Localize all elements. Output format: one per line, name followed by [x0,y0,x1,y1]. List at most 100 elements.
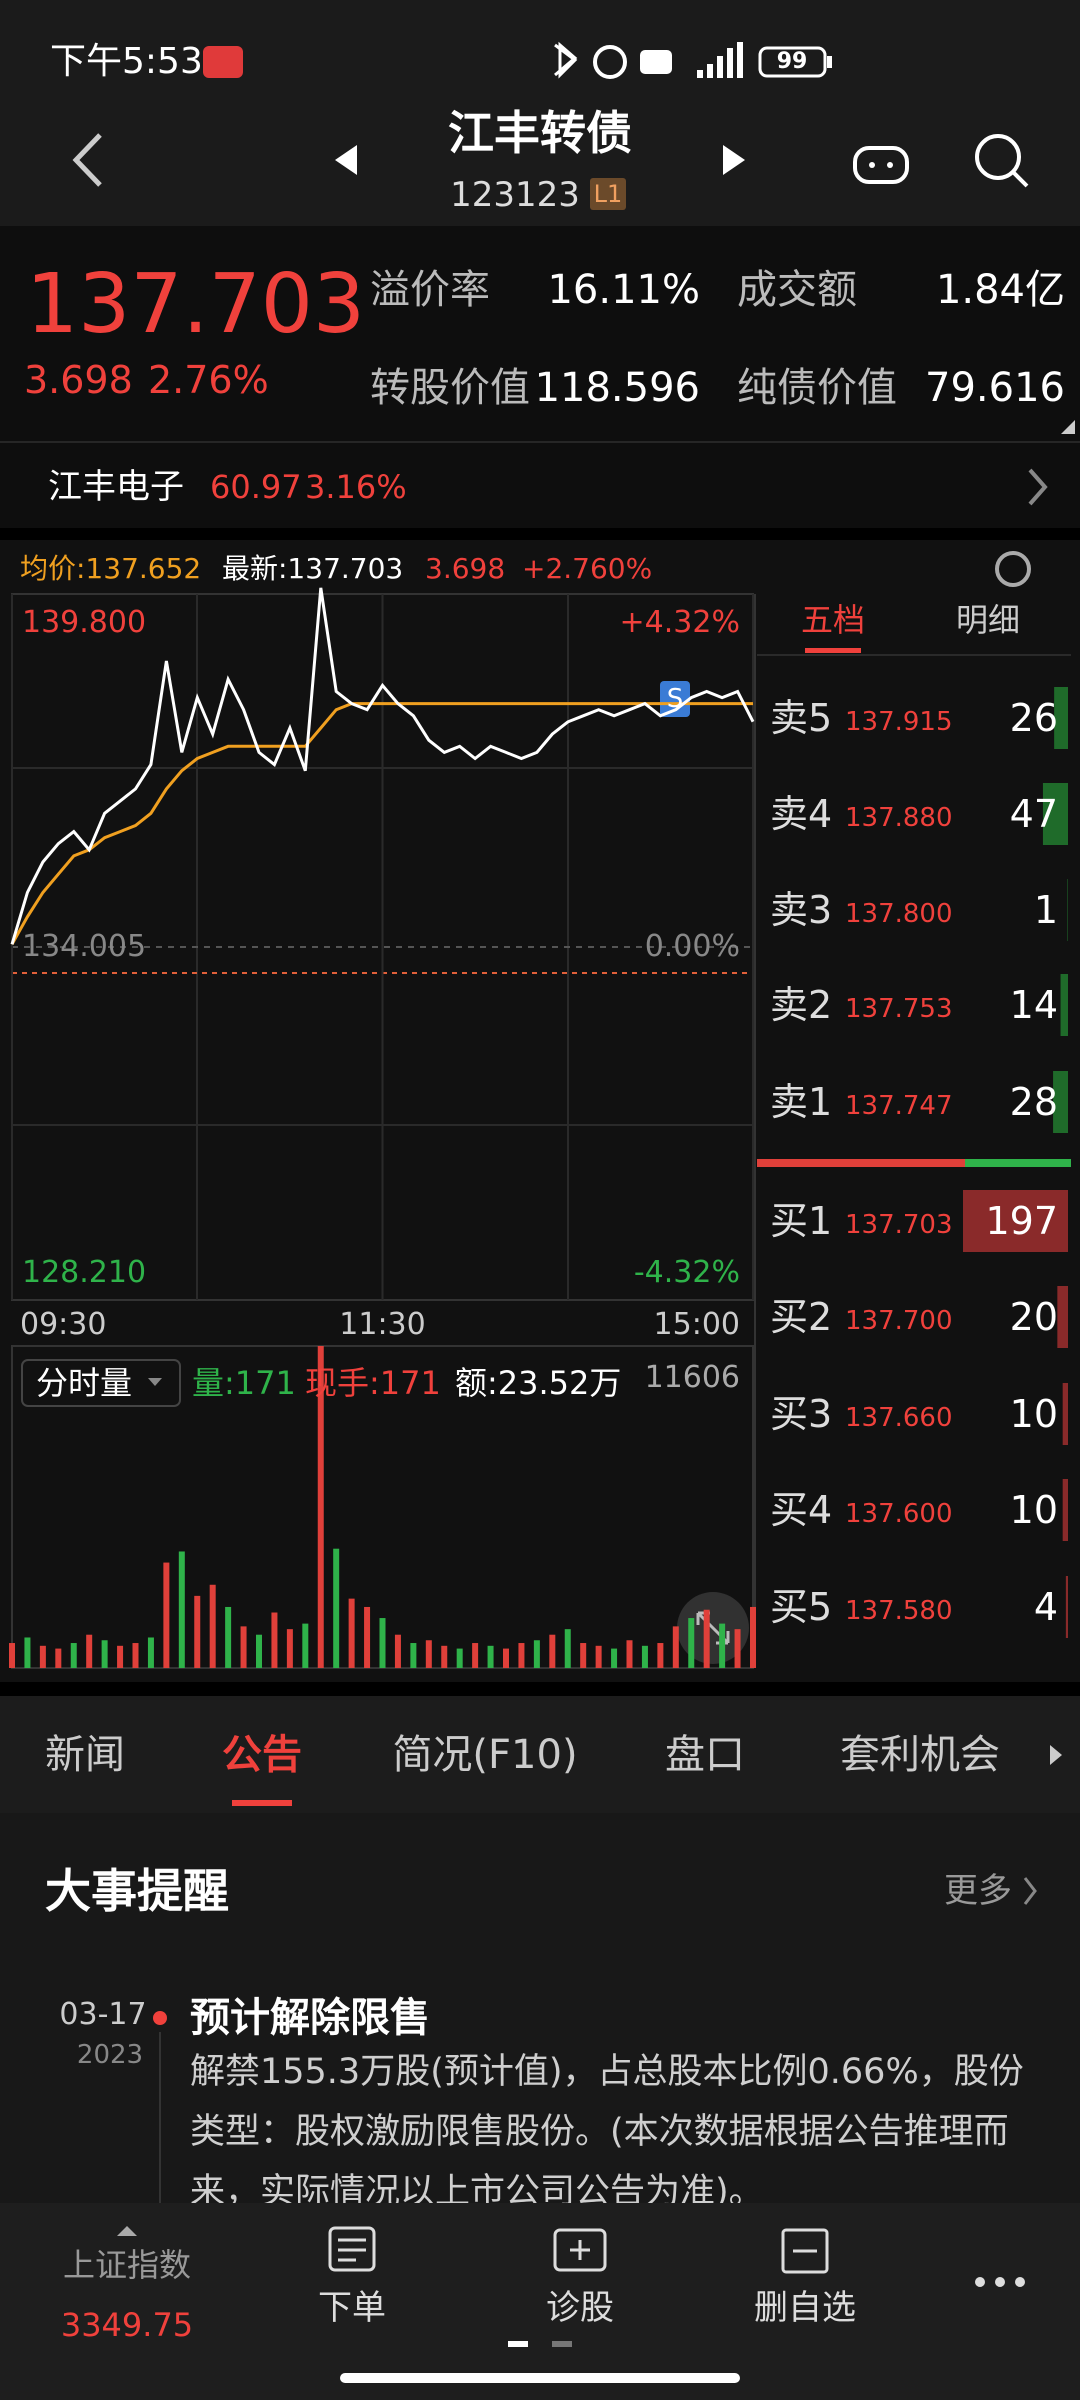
volume-bar [55,1648,62,1668]
book-tab[interactable]: 五档 [800,601,866,639]
book-label: 买4 [770,1488,833,1532]
depth-bar [963,1190,1068,1252]
search-button[interactable] [975,134,1021,180]
more-dot[interactable] [975,2277,985,2287]
volume-bar [379,1618,386,1668]
volume-bar [487,1645,494,1668]
index-value: 3349.75 [60,2306,194,2344]
book-tab[interactable]: 明细 [955,601,1021,639]
price-line [10,587,755,945]
volume-bar [580,1643,587,1668]
volume-bar [240,1626,247,1668]
battery-level: 99 [776,49,808,74]
gap [0,1682,1080,1696]
metric-value: 16.11% [547,267,700,313]
level-badge [590,178,626,210]
price: 137.703 [26,257,366,352]
next-button[interactable] [723,145,745,175]
tab[interactable]: 公告 [222,1732,302,1778]
volume-bar [317,1346,324,1668]
more-dot [995,2277,1005,2287]
volume-bar [39,1645,46,1668]
page-dot [508,2341,528,2347]
nav-item[interactable]: 诊股 [546,2288,614,2328]
chevron[interactable] [1023,1877,1037,1905]
volume-bar [503,1648,509,1668]
volume-bar [688,1618,695,1668]
back-button[interactable] [72,133,102,187]
selector-box[interactable] [21,1359,181,1407]
diagnose-icon[interactable] [553,2228,607,2272]
section-title: 大事提醒 [45,1864,229,1918]
settings-button[interactable] [995,551,1031,587]
tab-underline [232,1800,292,1806]
volume-bar [209,1584,216,1668]
split-bar-sell [965,1159,1071,1167]
order-icon[interactable] [328,2226,376,2272]
depth-bar [1057,1286,1068,1348]
expand-index[interactable] [117,2226,137,2236]
tabs-more[interactable] [1050,1745,1062,1765]
tab[interactable]: 盘口 [665,1732,745,1778]
battery-tip [827,56,832,68]
depth-bar [1042,783,1068,845]
stock-name[interactable]: 江丰电子 [48,467,184,507]
robot-button[interactable] [853,146,909,184]
title: 江丰转债 [448,106,632,160]
volume-bar [132,1643,139,1668]
book-price: 137.660 [845,1403,953,1433]
volume-bar [271,1612,278,1668]
metric-label: 转股价值 [370,365,530,411]
pct-tick-label: -4.32% [633,1255,740,1290]
volume-bar [657,1643,664,1668]
volume-bar [24,1637,31,1668]
trade-marker-bg [660,681,690,717]
metric-value: 79.616 [925,365,1065,411]
x-tick-label: 15:00 [653,1307,740,1342]
metric-label: 溢价率 [370,267,490,313]
volume-bar [225,1606,232,1668]
dropdown-arrow [148,1378,162,1386]
robot-eye [887,162,893,168]
index-name[interactable]: 上证指数 [62,2246,192,2284]
remove-icon[interactable] [781,2228,829,2274]
nav-item[interactable]: 下单 [318,2288,386,2328]
book-price: 137.753 [845,994,953,1024]
corner-mark [1061,420,1075,434]
tab[interactable]: 新闻 [45,1732,125,1778]
volume-bar [394,1634,401,1668]
pct-tick-label: +4.32% [619,605,740,640]
prev-button[interactable] [335,145,357,175]
code: 123123 [450,175,580,215]
depth-bar [1054,687,1068,749]
book-label: 买5 [770,1585,833,1629]
chevron[interactable] [1028,468,1048,506]
volume-bar [641,1645,648,1668]
book-label: 买2 [770,1295,833,1339]
stock-price: 60.97 [210,468,302,506]
metric-value: 118.596 [534,365,700,411]
avg-line [10,702,753,946]
volume-bar [703,1609,710,1668]
volume-bar [364,1606,371,1668]
change: 3.698 [24,358,133,402]
tab[interactable]: 简况(F10) [392,1732,578,1778]
timeline-dot [153,2011,167,2025]
volume-bar [719,1623,726,1668]
volume-selector[interactable]: 分时量 [36,1364,133,1402]
gap [0,528,1080,540]
order-icon-lines [338,2238,366,2262]
volume-amount: 额:23.52万 [455,1364,622,1402]
page-dot [552,2341,572,2347]
stock-change: 3.16% [305,468,407,506]
tab[interactable]: 套利机会 [840,1732,1000,1778]
y-tick-label: 134.005 [22,929,147,964]
nav-item[interactable]: 删自选 [754,2288,856,2328]
more-link[interactable]: 更多 [944,1871,1012,1911]
volume-bar [117,1645,124,1668]
book-label: 卖3 [770,888,833,932]
y-tick-label: 128.210 [22,1255,147,1290]
volume-bar [194,1595,201,1668]
change-pct: 2.76% [148,358,269,402]
